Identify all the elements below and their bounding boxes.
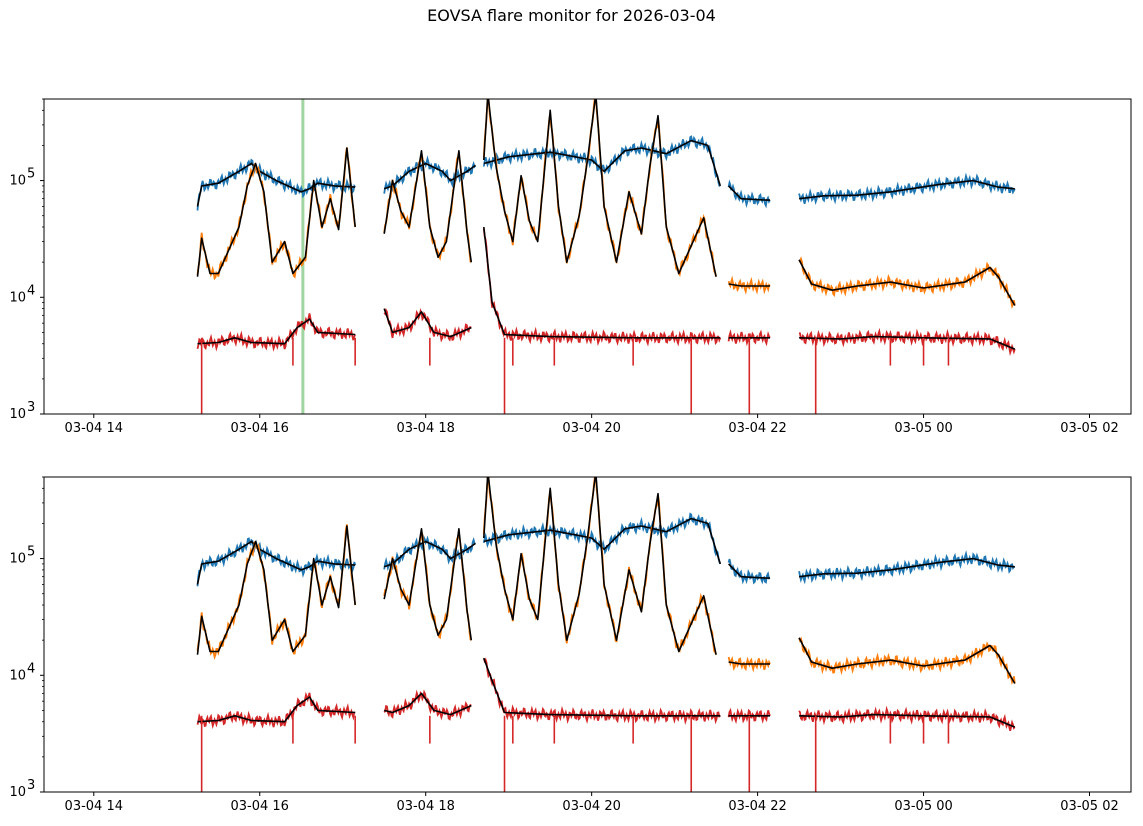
red-smoothed-line	[384, 692, 472, 716]
blue-smoothed-line	[483, 139, 722, 187]
red-series-line	[196, 691, 356, 730]
x-tick-label: 03-04 14	[65, 799, 123, 814]
blue-smoothed-line	[383, 540, 476, 568]
y-tick-exponent: 3	[27, 400, 35, 415]
orange-smoothed-line	[728, 661, 770, 665]
axes-frame	[43, 476, 1132, 793]
orange-series-line	[727, 275, 771, 295]
blue-series-line	[482, 135, 721, 187]
orange-series-line	[798, 636, 1016, 685]
blue-smoothed-line	[483, 517, 722, 565]
blue-smoothed-line	[383, 162, 476, 190]
blue-smoothed-line	[799, 179, 1015, 200]
x-tick-label: 03-04 22	[728, 799, 786, 814]
x-tick-label: 03-04 20	[562, 421, 620, 436]
axes-frame	[43, 98, 1132, 415]
red-series-line	[482, 228, 722, 347]
blue-series-line	[196, 158, 356, 211]
blue-series-line	[727, 179, 771, 209]
x-tick-label: 03-04 18	[396, 421, 454, 436]
y-tick-exponent: 3	[27, 778, 35, 793]
orange-series-line	[798, 256, 1016, 309]
orange-smoothed-line	[383, 527, 473, 641]
orange-smoothed-line	[196, 147, 356, 277]
red-smoothed-line	[799, 713, 1016, 728]
orange-smoothed-line	[196, 525, 356, 655]
x-tick-label: 03-04 16	[231, 799, 289, 814]
blue-smoothed-line	[196, 162, 356, 207]
x-tick-label: 03-04 18	[396, 799, 454, 814]
y-tick-label: 10	[9, 407, 26, 422]
chart-panel-2: 03-04 14 03-04 16 03-04 18 03-04 20 03-04 22…	[9, 476, 1132, 814]
y-tick-label: 10	[9, 290, 26, 305]
figure-title: EOVSA flare monitor for 2026-03-04	[427, 6, 716, 25]
red-series-line	[383, 689, 472, 721]
y-tick-label: 10	[9, 552, 26, 567]
red-smoothed-line	[483, 657, 721, 717]
blue-series-line	[383, 534, 476, 572]
orange-series-line	[482, 477, 717, 655]
orange-smoothed-line	[383, 150, 473, 263]
x-tick-label: 03-04 22	[728, 421, 786, 436]
blue-smoothed-line	[196, 540, 356, 585]
x-tick-label: 03-05 00	[894, 421, 952, 436]
orange-series-line	[482, 99, 717, 277]
red-smoothed-line	[197, 696, 356, 723]
red-smoothed-line	[383, 308, 472, 338]
orange-smoothed-line	[728, 283, 770, 287]
chart-panel-1: 03-04 14 03-04 16 03-04 18 03-04 20 03-04 22…	[9, 98, 1132, 436]
plot-area	[196, 477, 1016, 792]
red-series-line	[727, 707, 771, 725]
red-smoothed-line	[799, 335, 1016, 350]
orange-smoothed-line	[798, 259, 1016, 306]
red-series-line	[798, 327, 1016, 357]
orange-series-line	[196, 147, 357, 281]
red-series-line	[727, 329, 771, 347]
blue-series-line	[798, 172, 1016, 206]
red-smoothed-line	[483, 226, 721, 339]
x-tick-label: 03-05 02	[1060, 799, 1118, 814]
plot-area	[196, 99, 1016, 414]
blue-smoothed-line	[728, 563, 770, 579]
y-tick-label: 10	[9, 174, 26, 189]
x-tick-label: 03-04 14	[65, 421, 123, 436]
red-smoothed-line	[197, 318, 356, 345]
blue-smoothed-line	[728, 185, 770, 201]
blue-series-line	[727, 558, 771, 585]
blue-series-line	[383, 155, 477, 194]
orange-smoothed-line	[483, 99, 717, 277]
orange-smoothed-line	[483, 477, 717, 655]
y-tick-exponent: 5	[27, 167, 35, 182]
orange-smoothed-line	[798, 637, 1016, 684]
y-tick-exponent: 5	[27, 545, 35, 560]
red-series-line	[482, 657, 721, 725]
blue-smoothed-line	[799, 557, 1015, 578]
orange-series-line	[196, 524, 357, 661]
red-series-line	[798, 705, 1016, 732]
x-tick-label: 03-04 20	[562, 799, 620, 814]
blue-series-line	[798, 550, 1015, 585]
y-tick-label: 10	[9, 785, 26, 800]
y-tick-label: 10	[9, 668, 26, 683]
x-tick-label: 03-05 02	[1060, 421, 1118, 436]
y-tick-exponent: 4	[27, 283, 35, 298]
y-tick-exponent: 4	[27, 661, 35, 676]
red-series-line	[383, 307, 472, 343]
x-tick-label: 03-05 00	[894, 799, 952, 814]
x-tick-label: 03-04 16	[231, 421, 289, 436]
